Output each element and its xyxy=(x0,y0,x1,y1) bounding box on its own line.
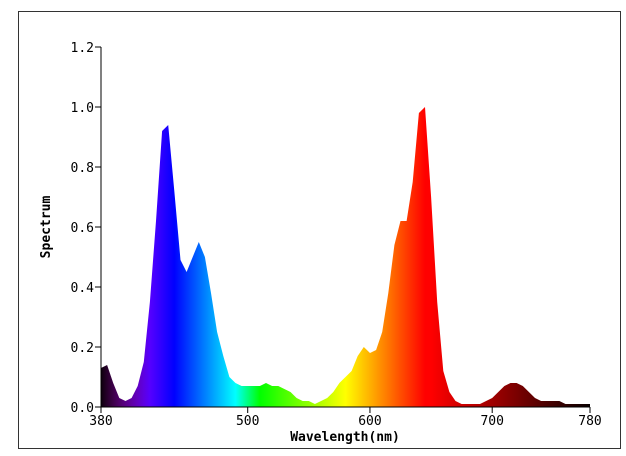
x-tick-label: 780 xyxy=(578,414,601,429)
y-tick-label: 0.0 xyxy=(71,401,94,416)
y-ticks: 0.0 0.2 0.4 0.6 0.8 1.0 1.2 xyxy=(71,41,101,416)
y-tick-label: 0.4 xyxy=(71,281,95,296)
x-tick-label: 700 xyxy=(480,414,503,429)
x-tick-label: 600 xyxy=(358,414,381,429)
spectrum-area xyxy=(101,107,590,407)
x-axis-title: Wavelength(nm) xyxy=(290,430,400,445)
x-tick-label: 380 xyxy=(89,414,112,429)
y-tick-label: 1.0 xyxy=(71,101,94,116)
y-tick-label: 0.8 xyxy=(71,161,94,176)
x-tick-label: 500 xyxy=(236,414,259,429)
y-tick-label: 0.6 xyxy=(71,221,94,236)
x-ticks: 380 500 600 700 780 xyxy=(89,407,602,429)
y-axis-title: Spectrum xyxy=(39,196,54,259)
spectrum-area-layer xyxy=(101,107,590,407)
y-tick-label: 1.2 xyxy=(71,41,94,56)
chart-frame xyxy=(18,11,621,449)
y-tick-label: 0.2 xyxy=(71,341,94,356)
